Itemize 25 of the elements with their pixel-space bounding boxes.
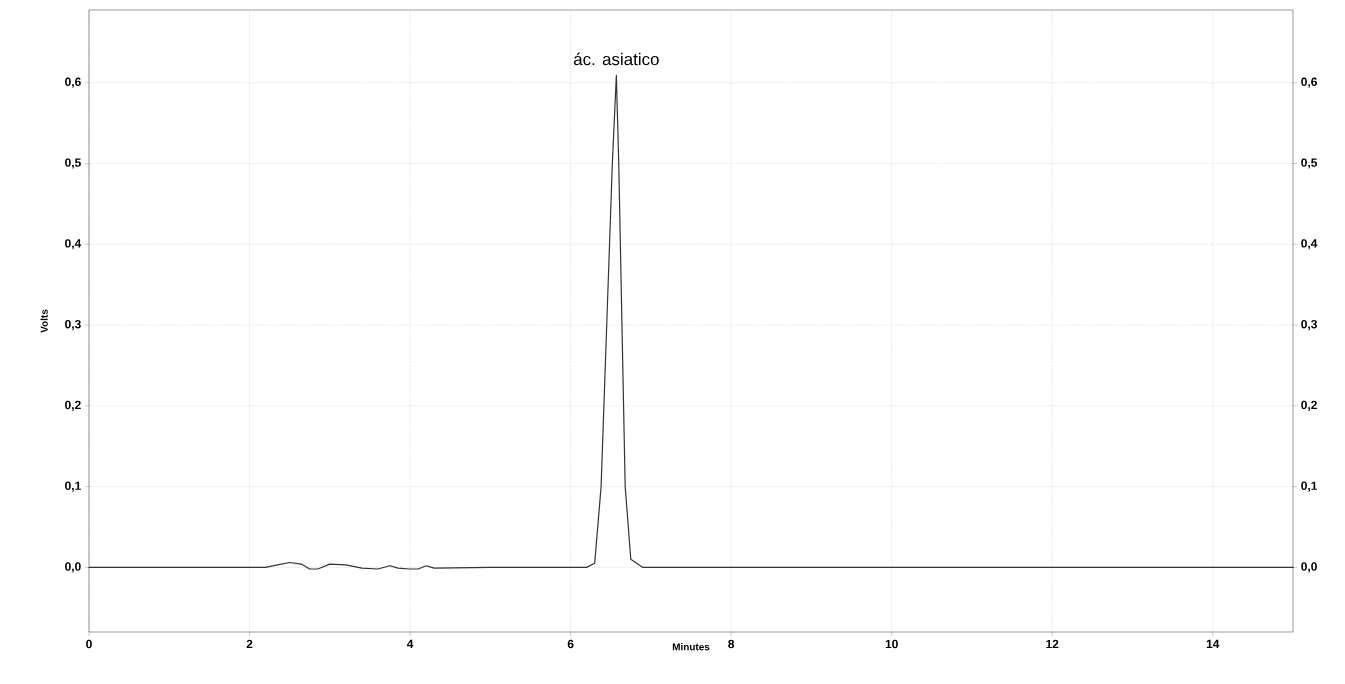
x-tick-label: 0 xyxy=(86,639,92,649)
x-tick-label: 6 xyxy=(567,639,574,649)
y2-tick-label: 0,4 xyxy=(1301,239,1318,250)
y-tick-label: 0,1 xyxy=(65,481,81,492)
x-tick-label: 10 xyxy=(885,639,898,649)
y2-tick-label: 0,5 xyxy=(1301,158,1318,169)
x-axis-title: Minutes xyxy=(672,643,710,651)
y2-tick-label: 0,3 xyxy=(1301,319,1317,331)
x-tick-label: 4 xyxy=(406,639,414,648)
x-tick-label: 2 xyxy=(246,639,253,649)
annotation: ác. asiatico xyxy=(573,52,659,66)
y-tick-label: 0,4 xyxy=(65,239,82,250)
x-tick-label: 14 xyxy=(1206,639,1220,648)
x-tick-label: 8 xyxy=(728,639,735,649)
y-tick-label: 0,6 xyxy=(65,77,81,88)
y-tick-label: 0,0 xyxy=(65,562,81,573)
y-axis-title: Volts xyxy=(40,309,48,333)
y-tick-label: 0,3 xyxy=(65,319,81,331)
y-tick-label: 0,2 xyxy=(65,400,81,411)
y-tick-label: 0,5 xyxy=(65,158,81,169)
y2-tick-label: 0,0 xyxy=(1301,562,1317,573)
y2-tick-label: 0,2 xyxy=(1301,400,1317,411)
y2-tick-label: 0,1 xyxy=(1301,481,1318,492)
y2-tick-label: 0,6 xyxy=(1301,77,1317,88)
x-tick-label: 12 xyxy=(1046,639,1059,649)
